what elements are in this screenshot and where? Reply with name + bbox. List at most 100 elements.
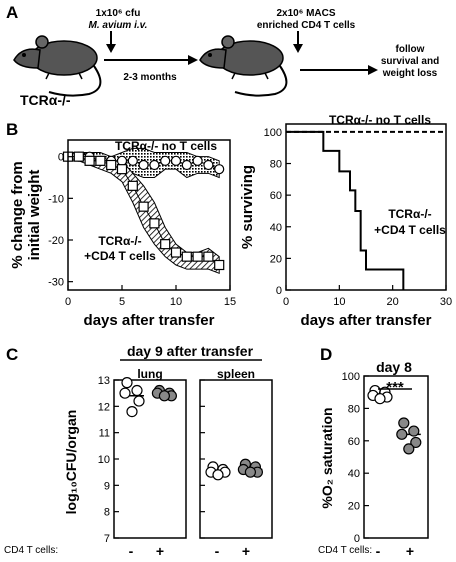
weight-y-axis-label-line-2: initial weight (26, 170, 43, 261)
outcome-line-3: weight loss (382, 68, 438, 79)
o2-point (403, 443, 415, 455)
o2-y-tick-label: 80 (348, 403, 360, 415)
mouse-strain-label: TCRα-/- (20, 92, 71, 108)
weight-y-tick-label: -20 (48, 235, 64, 247)
cfu-lung-frame (113, 379, 187, 539)
panel-letter-d: D (320, 345, 332, 364)
recipient-mouse-icon (199, 35, 288, 97)
weight-point-circle (181, 159, 192, 171)
weight-point-square (84, 155, 95, 166)
transfer-line-2: enriched CD4 T cells (257, 20, 356, 31)
o2-y-tick-label: 20 (348, 501, 360, 513)
survival-x-tick-label: 30 (440, 296, 452, 308)
cfu-lung-point (121, 377, 133, 389)
weight-series-no-t-cells-label: TCRα-/- no T cells (115, 139, 217, 153)
weight-series-cd4-label-line-1: TCRα-/- (98, 234, 141, 248)
survival-y-tick-label: 80 (270, 159, 282, 171)
weight-y-tick-label: -30 (48, 277, 64, 289)
cfu-spleen-plus-label: + (242, 543, 250, 559)
weight-x-axis-label: days after transfer (84, 312, 215, 329)
weight-point-square (181, 251, 192, 262)
o2-plus-label: + (406, 543, 414, 559)
cfu-spleen-point (244, 466, 256, 478)
cfu-spleen-minus-label: - (215, 543, 220, 559)
cfu-lung-point (126, 406, 138, 418)
cfu-y-tick-label: 11 (99, 428, 110, 440)
infected-mouse-icon (13, 35, 102, 97)
survival-series-cd4-label-line-1: TCRα-/- (388, 207, 431, 221)
weight-y-tick-label: -10 (48, 193, 64, 205)
weight-y-tick-label: 0 (58, 152, 64, 164)
weight-point-square (95, 155, 106, 166)
survival-series-line-1 (286, 130, 405, 290)
cfu-header: day 9 after transfer (127, 343, 254, 359)
weight-point-square (170, 247, 182, 258)
weight-series-cd4-label-line-2: +CD4 T cells (84, 249, 156, 263)
o2-point (396, 428, 408, 440)
o2-minus-label: - (376, 543, 381, 559)
weight-point-square (149, 218, 160, 229)
survival-x-tick-label: 10 (333, 296, 345, 308)
survival-y-tick-label: 100 (264, 127, 282, 139)
cfu-y-tick-label: 8 (104, 507, 110, 519)
o2-point (410, 436, 422, 449)
cfu-lung-point (133, 395, 145, 407)
weight-x-tick-label: 5 (119, 296, 125, 308)
survival-y-tick-label: 20 (270, 253, 282, 265)
inoculum-dose: 1x10⁶ cfu (96, 8, 141, 19)
cfu-y-tick-label: 10 (98, 454, 110, 466)
cfu-chart: day 9 after transfer log₁₀CFU/organ lung… (4, 343, 273, 559)
weight-point-square (203, 251, 214, 262)
survival-series-no-t-cells-label: TCRα-/- no T cells (329, 113, 431, 127)
survival-y-tick-label: 0 (276, 285, 282, 297)
o2-y-tick-label: 60 (348, 436, 360, 448)
o2-y-tick-label: 100 (342, 371, 360, 383)
weight-x-tick-label: 0 (65, 296, 71, 308)
weight-point-circle (116, 155, 128, 166)
weight-point-circle (160, 155, 171, 166)
cfu-group-label: CD4 T cells: (4, 545, 58, 556)
weight-point-square (138, 201, 149, 212)
weight-y-axis-label-line-1: % change from (9, 161, 26, 269)
survival-y-axis-label: % surviving (239, 165, 256, 249)
weight-point-square (192, 251, 203, 262)
survival-plot-frame (285, 123, 447, 291)
weight-point-circle (203, 159, 214, 171)
panel-a: A 1x10⁶ cfu M. avium i.v. 2-3 months 2x1… (6, 3, 439, 108)
weight-point-square (214, 259, 225, 271)
cfu-y-tick-label: 7 (104, 533, 110, 545)
panel-letter-a: A (6, 3, 18, 22)
survival-y-tick-label: 40 (270, 222, 282, 234)
outcome-line-2: survival and (381, 56, 439, 67)
interval-label: 2-3 months (123, 72, 177, 83)
weight-point-circle (214, 164, 225, 175)
weight-point-square (106, 159, 117, 171)
panel-letter-b: B (6, 120, 18, 139)
o2-frame (363, 375, 429, 539)
cfu-y-axis-label: log₁₀CFU/organ (63, 410, 79, 515)
o2-header: day 8 (376, 359, 412, 375)
weight-point-circle (149, 159, 160, 171)
survival-y-tick-label: 60 (270, 190, 282, 202)
cfu-y-tick-label: 12 (98, 401, 110, 413)
interval-arrowhead (188, 55, 198, 65)
weight-point-circle (127, 155, 138, 166)
follow-arrowhead (368, 65, 378, 75)
o2-chart: day 8 %O₂ saturation 0 20 40 60 80 100 *** CD… (318, 359, 429, 559)
inoculum-strain: M. avium i.v. (89, 20, 148, 31)
weight-x-tick-label: 15 (224, 296, 236, 308)
o2-y-tick-label: 0 (354, 533, 360, 545)
survival-x-axis-label: days after transfer (301, 312, 432, 329)
cfu-lung-point (158, 390, 170, 402)
cfu-lung-point (119, 387, 131, 399)
cfu-y-tick-label: 13 (98, 375, 110, 387)
weight-point-circle (138, 159, 149, 171)
panel-letter-c: C (6, 345, 18, 364)
weight-point-square (160, 239, 171, 250)
cfu-spleen-point (212, 469, 224, 481)
weight-x-tick-label: 10 (170, 296, 182, 308)
weight-change-chart: 0 5 10 15 0 -10 -20 -30 days after transfer % c… (9, 139, 236, 329)
o2-point (408, 425, 420, 437)
